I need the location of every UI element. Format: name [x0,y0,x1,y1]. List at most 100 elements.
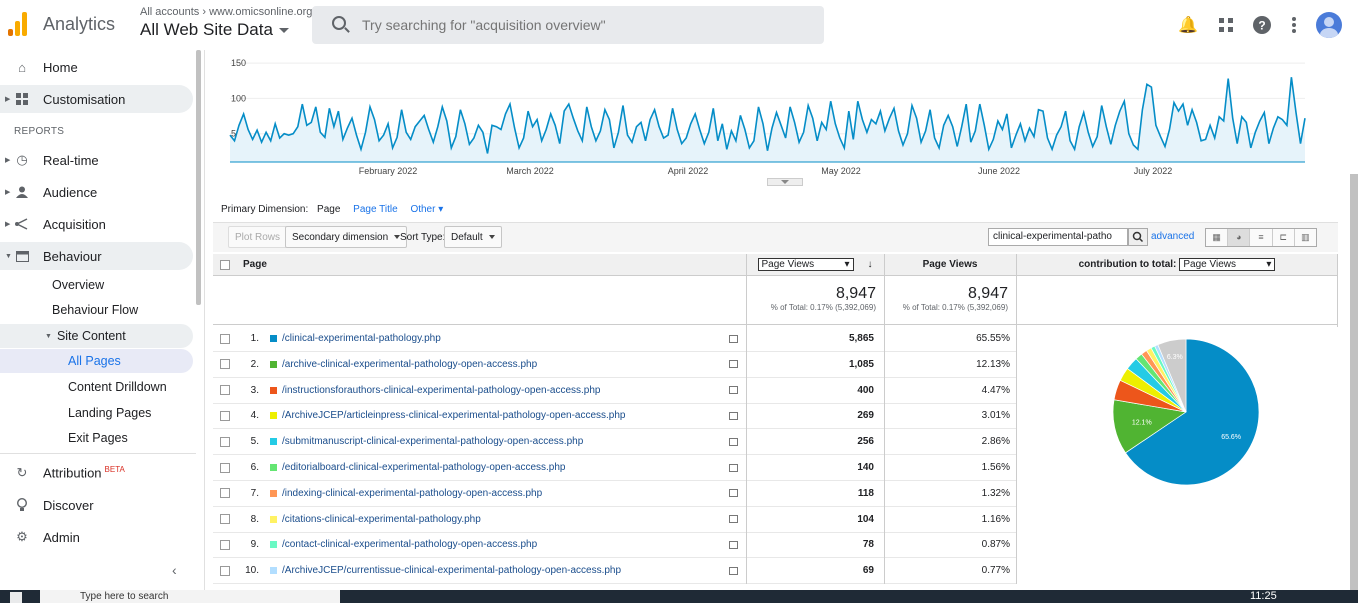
account-path[interactable]: All accounts › www.omicsonline.org [140,6,313,18]
row-page-link[interactable]: /citations-clinical-experimental-patholo… [282,513,481,525]
pageviews-chart: 150 100 50 February 2022 March 2022 April 202… [213,50,1338,180]
collapse-sidebar-icon[interactable]: ‹ [172,562,177,578]
home-icon: ⌂ [18,59,26,75]
table-row: 9. /contact-clinical-experimental-patholo… [213,532,1016,559]
sidebar-item-label: Audience [43,184,98,200]
expand-arrow-icon: ▶ [5,157,11,164]
pie-view-icon[interactable]: ◕ [1228,229,1251,246]
sort-type-select[interactable]: Default [444,226,502,248]
open-external-icon[interactable] [729,411,738,420]
sidebar-item-acquisition[interactable]: ▶ Acquisition [0,210,193,238]
help-icon[interactable]: ? [1250,13,1274,37]
primary-dimension-current[interactable]: Page [317,204,341,215]
row-page-link[interactable]: /clinical-experimental-pathology.php [282,333,441,344]
open-external-icon[interactable] [729,386,738,395]
row-checkbox[interactable] [220,514,230,525]
primary-dimension-other[interactable]: Other ▾ [410,204,444,215]
col-header-page[interactable]: Page [213,254,746,276]
open-external-icon[interactable] [729,463,738,472]
advanced-filter-link[interactable]: advanced [1151,231,1195,242]
open-external-icon[interactable] [729,515,738,524]
open-external-icon[interactable] [729,334,738,343]
sidebar-item-real-time[interactable]: ▶ ◷ Real-time [0,146,193,174]
table-view-icon[interactable]: ▦ [1206,229,1229,246]
sidebar-item-exit-pages[interactable]: Exit Pages [68,431,128,445]
sidebar-item-overview[interactable]: Overview [52,278,105,292]
sidebar-item-site-content[interactable]: ▼ Site Content [0,324,193,348]
chart-collapse-handle[interactable] [767,178,803,186]
row-page-link[interactable]: /ArchiveJCEP/currentissue-clinical-exper… [282,565,622,577]
row-checkbox[interactable] [220,359,230,370]
series-line[interactable] [229,77,1306,154]
row-page-link[interactable]: /instructionsforauthors-clinical-experim… [282,384,601,396]
row-page-link[interactable]: /editorialboard-clinical-experimental-pa… [282,462,566,473]
open-external-icon[interactable] [729,489,738,498]
row-checkbox[interactable] [220,462,230,473]
row-checkbox[interactable] [220,539,230,550]
bell-icon[interactable]: 🔔 [1178,17,1198,34]
primary-dimension-page-title[interactable]: Page Title [353,204,398,215]
avatar[interactable] [1316,12,1342,38]
open-external-icon[interactable] [729,540,738,549]
more-vert-icon[interactable] [1282,13,1306,37]
row-checkbox[interactable] [220,410,230,421]
sidebar-item-content-drilldown[interactable]: Content Drilldown [68,380,167,394]
open-external-icon[interactable] [729,437,738,446]
app-title: Analytics [43,14,116,34]
sidebar-item-all-pages[interactable]: All Pages [0,349,193,373]
row-checkbox[interactable] [220,436,230,447]
sidebar-item-behaviour[interactable]: ▼ Behaviour [0,242,193,270]
sidebar-scrollbar[interactable] [196,50,201,305]
col-header-metric-select[interactable]: Page Views ▾ ↓ [746,254,884,276]
sidebar-item-label: Discover [43,497,94,513]
chevron-down-icon: ▾ [1266,259,1272,270]
metric-select[interactable]: Page Views ▾ [757,258,854,271]
analytics-logo-icon[interactable] [8,12,28,36]
filter-input[interactable]: clinical-experimental-patho [988,228,1128,246]
row-page-link[interactable]: /contact-clinical-experimental-pathology… [282,539,538,551]
pie-slice[interactable] [1157,338,1187,413]
col-header-page-views[interactable]: Page Views [884,254,1016,276]
row-page-link[interactable]: /indexing-clinical-experimental-patholog… [282,487,543,499]
person-icon [15,185,29,199]
row-page-link[interactable]: /archive-clinical-experimental-pathology… [282,358,538,370]
sidebar-item-attribution[interactable]: ↻ Attribution BETA [0,459,193,487]
filter-search-button[interactable] [1128,228,1148,246]
chevron-down-icon: ▾ [844,259,850,270]
windows-start-icon[interactable] [10,592,22,603]
search-box[interactable] [312,6,824,44]
plot-rows-button[interactable]: Plot Rows [228,226,288,248]
sidebar-item-label: Admin [43,529,80,545]
comparison-view-icon[interactable]: ⊏ [1273,229,1295,246]
pivot-view-icon[interactable]: ▥ [1301,232,1310,242]
pie-slice[interactable] [1125,338,1260,486]
row-page-link[interactable]: /submitmanuscript-clinical-experimental-… [282,436,584,448]
secondary-dimension-select[interactable]: Secondary dimension [285,226,408,248]
sidebar-item-landing-pages[interactable]: Landing Pages [68,406,152,420]
open-external-icon[interactable] [729,360,738,369]
row-checkbox[interactable] [220,385,230,396]
sidebar-item-discover[interactable]: Discover [0,491,193,519]
sidebar-item-behaviour-flow[interactable]: Behaviour Flow [52,303,139,317]
sort-desc-icon[interactable]: ↓ [867,259,873,270]
performance-view-icon[interactable]: ≡ [1250,229,1273,246]
table-row: 6. /editorialboard-clinical-experimental-… [213,455,1016,481]
acquisition-icon [15,217,29,231]
search-input[interactable] [362,14,802,36]
row-page-link[interactable]: /ArchiveJCEP/articleinpress-clinical-exp… [282,410,626,422]
sidebar-item-home[interactable]: ⌂ Home [0,53,193,81]
chart-area-fill [230,77,1305,162]
row-checkbox[interactable] [220,488,230,499]
sidebar-item-customisation[interactable]: ▶ Customisation [0,85,193,113]
sidebar-item-audience[interactable]: ▶ Audience [0,178,193,206]
contribution-select[interactable]: Page Views ▾ [1179,258,1276,271]
sidebar-item-admin[interactable]: ⚙ Admin [0,523,193,551]
row-checkbox[interactable] [220,565,230,576]
apps-grid-icon[interactable] [1214,13,1238,37]
select-all-checkbox[interactable] [220,260,230,270]
row-checkbox[interactable] [220,333,230,344]
view-selector[interactable]: All Web Site Data [140,20,289,40]
taskbar-search[interactable]: Type here to search [40,590,340,603]
open-external-icon[interactable] [729,566,738,575]
page-scrollbar[interactable] [1350,174,1358,590]
